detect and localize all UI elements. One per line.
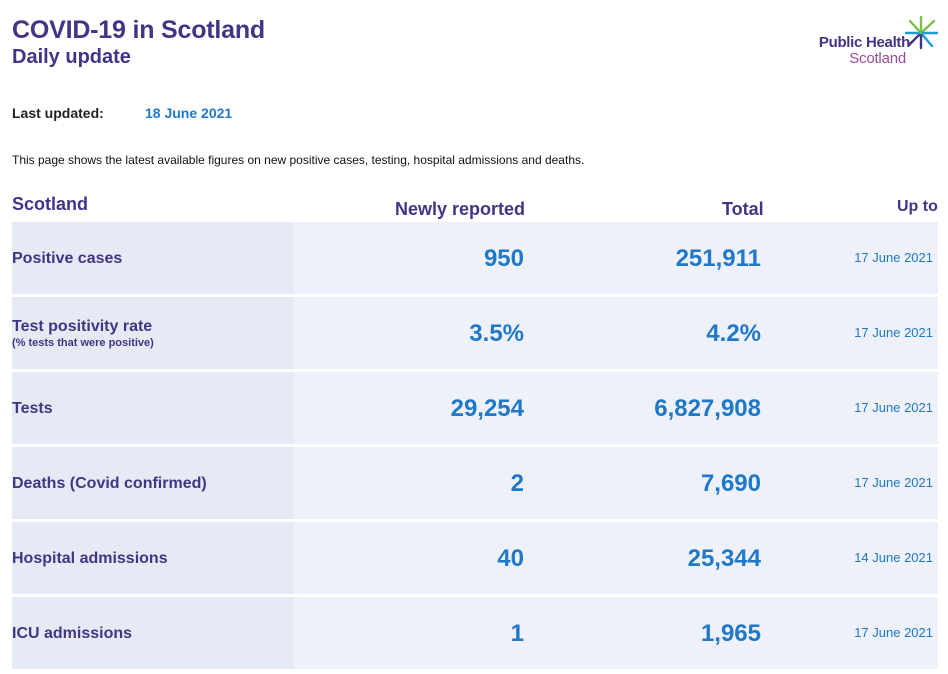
intro-text: This page shows the latest available fig… (12, 153, 585, 167)
column-header-area: Scotland (12, 194, 89, 214)
row-newly-reported: 3.5% (469, 320, 524, 347)
table-row-positive-cases: Positive cases 950 251,911 17 June 2021 (12, 222, 938, 294)
logo-text-scotland: Scotland (849, 50, 906, 67)
row-label: ICU admissions (12, 625, 133, 642)
row-label-cell (12, 222, 293, 294)
logo-text-public-health: Public Health (818, 34, 910, 51)
last-updated-value: 18 June 2021 (145, 105, 233, 121)
phs-logo: Public Health Scotland (800, 16, 942, 72)
row-total: 25,344 (687, 545, 761, 572)
page-subtitle: Daily update (12, 46, 131, 68)
row-label: Tests (12, 400, 53, 417)
row-newly-reported: 950 (483, 245, 524, 272)
row-newly-reported: 2 (510, 470, 524, 497)
table-row-tests: Tests 29,254 6,827,908 17 June 2021 (12, 372, 938, 444)
row-label-cell (12, 297, 293, 369)
table-row-hospital-admissions: Hospital admissions 40 25,344 14 June 20… (12, 522, 938, 594)
row-newly-reported: 40 (497, 545, 524, 572)
column-header-newly-reported: Newly reported (395, 199, 526, 219)
row-label-cell (12, 597, 293, 669)
column-header-total: Total (722, 199, 764, 219)
row-label-cell (12, 522, 293, 594)
row-label-cell (12, 372, 293, 444)
star-burst-icon (904, 16, 938, 50)
row-label: Test positivity rate (12, 318, 153, 335)
row-newly-reported: 29,254 (450, 395, 524, 422)
row-up-to: 17 June 2021 (854, 475, 933, 490)
row-total: 7,690 (700, 470, 761, 497)
row-total: 4.2% (706, 320, 761, 347)
row-label: Positive cases (12, 250, 123, 267)
row-up-to: 17 June 2021 (854, 400, 933, 415)
row-label: Deaths (Covid confirmed) (12, 475, 207, 492)
row-up-to: 17 June 2021 (854, 325, 933, 340)
row-sublabel: (% tests that were positive) (12, 337, 154, 349)
row-newly-reported: 1 (510, 620, 524, 647)
table-row-test-positivity: Test positivity rate (% tests that were … (12, 297, 938, 369)
row-label-cell (12, 447, 293, 519)
row-total: 251,911 (675, 245, 761, 272)
table-row-deaths: Deaths (Covid confirmed) 2 7,690 17 June… (12, 447, 938, 519)
row-up-to: 14 June 2021 (854, 550, 933, 565)
page-title: COVID-19 in Scotland (12, 16, 265, 44)
row-up-to: 17 June 2021 (854, 625, 933, 640)
row-label: Hospital admissions (12, 550, 168, 567)
row-up-to: 17 June 2021 (854, 250, 933, 265)
row-total: 6,827,908 (654, 395, 761, 422)
last-updated-label: Last updated: (12, 105, 104, 121)
column-header-up-to: Up to (897, 198, 938, 215)
row-total: 1,965 (700, 620, 761, 647)
table-row-icu-admissions: ICU admissions 1 1,965 17 June 2021 (12, 597, 938, 669)
